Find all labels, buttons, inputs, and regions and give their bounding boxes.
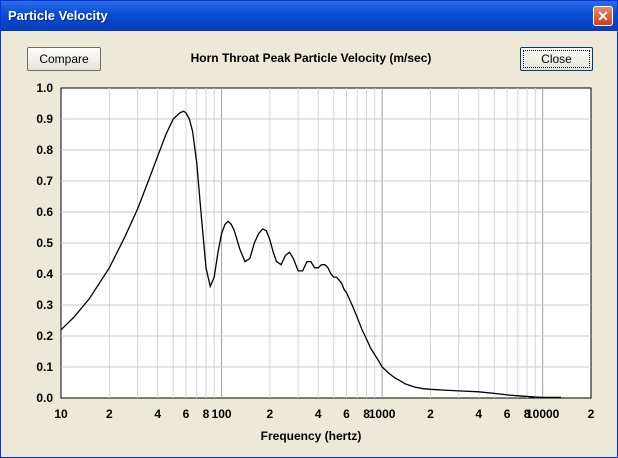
y-tick-label: 0.0 <box>36 391 53 405</box>
x-axis-label: Frequency (hertz) <box>260 429 362 443</box>
x-tick-label: 2 <box>106 407 113 421</box>
compare-button-label: Compare <box>39 52 89 66</box>
y-tick-label: 0.8 <box>36 143 53 157</box>
x-tick-label: 1000 <box>369 407 396 421</box>
y-tick-labels: 0.0 0.1 0.2 0.3 0.4 0.5 0.6 0.7 0.8 0.9 1.0 <box>36 81 53 405</box>
y-tick-label: 0.9 <box>36 112 53 126</box>
x-tick-label: 8 <box>203 407 210 421</box>
x-tick-label: 100 <box>212 407 232 421</box>
y-tick-label: 0.4 <box>36 267 53 281</box>
x-tick-label: 4 <box>475 407 482 421</box>
x-tick-label: 8 <box>363 407 370 421</box>
x-tick-label: 2 <box>267 407 274 421</box>
velocity-series-line <box>60 110 561 399</box>
y-tick-label: 1.0 <box>36 81 53 95</box>
y-tick-label: 0.2 <box>36 329 53 343</box>
grid <box>61 88 591 398</box>
y-tick-label: 0.7 <box>36 174 53 188</box>
y-tick-label: 0.1 <box>36 360 53 374</box>
y-tick-label: 0.6 <box>36 205 53 219</box>
x-tick-label: 4 <box>154 407 161 421</box>
y-tick-label: 0.3 <box>36 298 53 312</box>
chart-title: Horn Throat Peak Particle Velocity (m/se… <box>190 51 432 65</box>
x-tick-label: 2 <box>427 407 434 421</box>
close-button-label: Close <box>541 52 572 66</box>
compare-button[interactable]: Compare <box>27 47 101 71</box>
y-tick-label: 0.5 <box>36 236 53 250</box>
x-tick-label: 10 <box>54 407 68 421</box>
window-title: Particle Velocity <box>8 8 108 23</box>
close-icon[interactable]: ✕ <box>593 6 613 26</box>
close-button[interactable]: Close <box>520 47 593 71</box>
title-bar[interactable]: Particle Velocity ✕ <box>1 1 617 31</box>
x-tick-label: 2 <box>588 407 595 421</box>
x-tick-label: 10000 <box>526 407 560 421</box>
x-tick-label: 6 <box>504 407 511 421</box>
x-tick-label: 6 <box>343 407 350 421</box>
x-tick-label: 6 <box>183 407 190 421</box>
x-tick-label: 8 <box>524 407 531 421</box>
x-tick-label: 4 <box>315 407 322 421</box>
